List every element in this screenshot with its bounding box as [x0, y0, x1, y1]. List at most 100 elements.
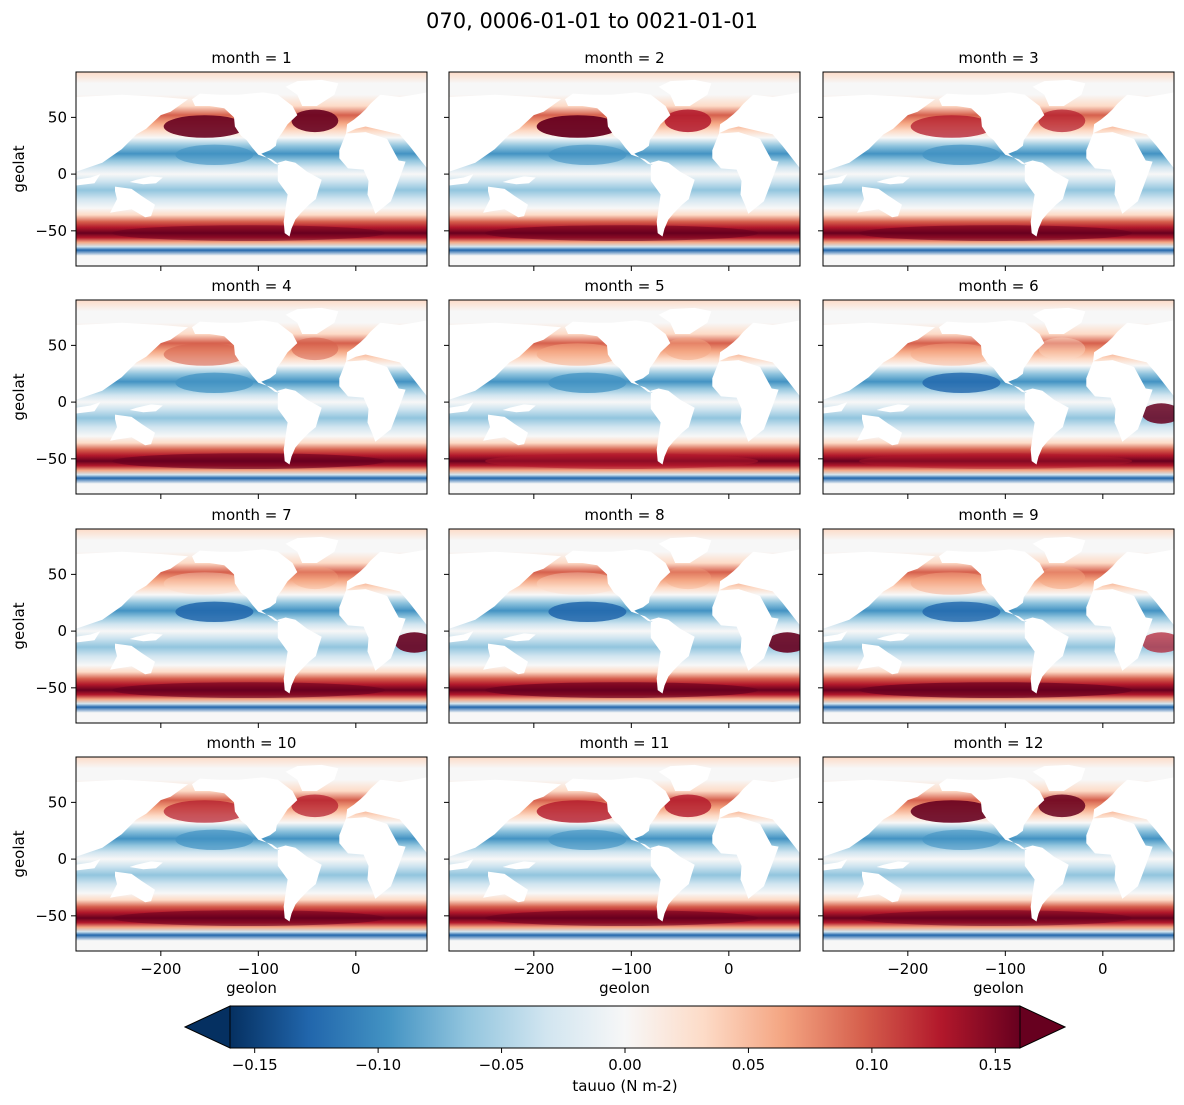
y-tick-label: 50	[48, 336, 67, 354]
panel-title: month = 5	[584, 277, 664, 295]
anomaly-patch	[485, 453, 759, 469]
panel-field	[76, 757, 427, 951]
land-mask	[76, 307, 427, 465]
anomaly-patch	[664, 337, 712, 361]
anomaly-patch	[1038, 794, 1086, 818]
panel-month-12: month = 12 −200 −100 0 geolon	[818, 734, 1175, 997]
panel-month-1: month = 1 50 0 −50 geolat	[10, 49, 428, 271]
y-tick-label: −50	[35, 222, 67, 240]
anomaly-patch	[910, 343, 993, 366]
panel-month-4: month = 4 50 0 −50 geolat	[10, 277, 428, 499]
panel-frame	[75, 528, 428, 724]
anomaly-patch	[163, 572, 246, 595]
land-mask	[823, 79, 1174, 237]
anomaly-patch	[175, 372, 254, 393]
anomaly-patch	[163, 800, 246, 823]
panel-field	[449, 72, 800, 266]
panel-month-9: month = 9	[818, 506, 1175, 728]
panel-title: month = 6	[958, 277, 1038, 295]
colorbar-tick-label: −0.10	[355, 1056, 401, 1074]
x-axis-label: geolon	[226, 979, 277, 997]
panel-title: month = 1	[211, 49, 291, 67]
anomaly-patch	[910, 115, 993, 138]
land-mask	[823, 536, 1174, 694]
panel-title: month = 11	[580, 734, 670, 752]
panel-title: month = 3	[958, 49, 1038, 67]
colorbar-tick-label: −0.15	[232, 1056, 278, 1074]
panel-month-8: month = 8	[444, 506, 801, 728]
panel-month-11: month = 11 −200 −100 0 geolon	[444, 734, 801, 997]
anomaly-patch	[536, 115, 619, 138]
anomaly-patch	[664, 566, 712, 590]
anomaly-patch	[291, 794, 339, 818]
anomaly-patch	[910, 800, 993, 823]
land-mask	[823, 764, 1174, 922]
y-tick-label: 0	[57, 622, 67, 640]
anomaly-patch	[548, 601, 627, 622]
panel-month-3: month = 3	[818, 49, 1175, 271]
x-tick-label: 0	[724, 960, 734, 978]
colorbar-extend-high	[1019, 1005, 1067, 1049]
land-mask	[76, 764, 427, 922]
colorbar-label: tauuo (N m-2)	[572, 1077, 677, 1095]
y-tick-label: 50	[48, 793, 67, 811]
y-tick-label: 0	[57, 850, 67, 868]
anomaly-patch	[548, 829, 627, 850]
panel-frame	[448, 756, 801, 952]
anomaly-patch	[922, 144, 1001, 165]
panel-month-2: month = 2	[444, 49, 801, 271]
panel-grid: month = 1 50 0 −50 geolat month = 2 month = 3 m…	[10, 49, 1175, 997]
panel-frame	[822, 299, 1175, 495]
anomaly-patch	[485, 910, 759, 926]
y-tick-label: 50	[48, 565, 67, 583]
panel-frame	[822, 756, 1175, 952]
x-axis-label: geolon	[973, 979, 1024, 997]
anomaly-patch	[291, 109, 339, 133]
anomaly-patch	[767, 632, 800, 653]
land-mask	[449, 79, 800, 237]
anomaly-patch	[485, 682, 759, 698]
anomaly-patch	[291, 337, 339, 361]
panel-field	[823, 757, 1174, 951]
anomaly-patch	[910, 572, 993, 595]
panel-field	[449, 300, 800, 494]
anomaly-patch	[163, 115, 246, 138]
panel-title: month = 10	[207, 734, 297, 752]
anomaly-patch	[112, 453, 386, 469]
y-tick-label: −50	[35, 907, 67, 925]
x-tick-label: −100	[985, 960, 1026, 978]
anomaly-patch	[548, 144, 627, 165]
colorbar-tick-label: 0.00	[608, 1056, 641, 1074]
anomaly-patch	[922, 829, 1001, 850]
land-mask	[449, 307, 800, 465]
panel-frame	[448, 71, 801, 267]
anomaly-patch	[175, 144, 254, 165]
panel-month-7: month = 7 50 0 −50 geolat	[10, 506, 428, 728]
anomaly-patch	[394, 632, 427, 653]
x-axis-label: geolon	[599, 979, 650, 997]
panel-field	[449, 757, 800, 951]
panel-frame	[448, 528, 801, 724]
x-tick-label: 0	[351, 960, 361, 978]
land-mask	[449, 764, 800, 922]
panel-month-10: month = 10 50 0 −50 −200 −100 0 geolat geolon	[10, 734, 428, 997]
anomaly-patch	[175, 601, 254, 622]
anomaly-patch	[112, 910, 386, 926]
land-mask	[76, 536, 427, 694]
panel-title: month = 4	[211, 277, 291, 295]
anomaly-patch	[859, 225, 1133, 242]
anomaly-patch	[1038, 109, 1086, 133]
x-tick-label: −100	[238, 960, 279, 978]
panel-month-6: month = 6	[818, 277, 1175, 499]
panel-title: month = 7	[211, 506, 291, 524]
y-axis-label: geolat	[10, 145, 28, 192]
x-tick-label: −200	[513, 960, 554, 978]
panel-title: month = 8	[584, 506, 664, 524]
anomaly-patch	[664, 109, 712, 133]
y-tick-label: 50	[48, 108, 67, 126]
land-mask	[449, 536, 800, 694]
panel-frame	[75, 71, 428, 267]
anomaly-patch	[175, 829, 254, 850]
panel-title: month = 2	[584, 49, 664, 67]
y-tick-label: −50	[35, 450, 67, 468]
